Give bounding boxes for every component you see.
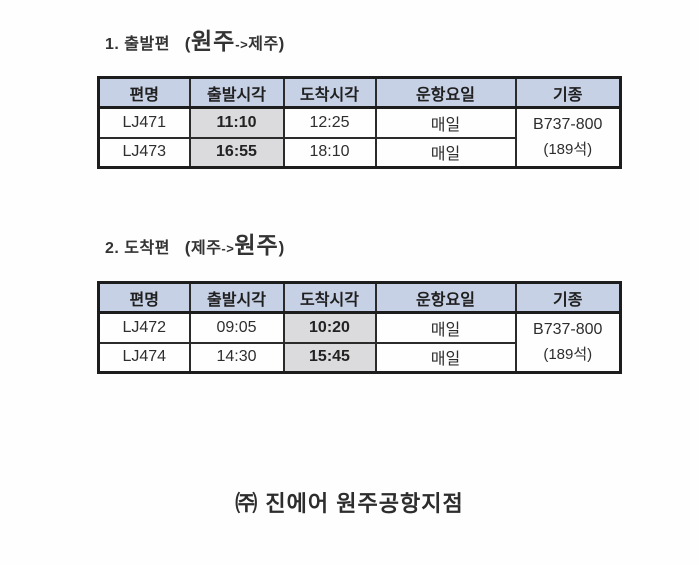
operating-days-cell: 매일 (374, 341, 517, 374)
route-arrow: -> (221, 241, 235, 256)
table-row: LJ471 11:10 12:25 매일 B737-800 (189석) (97, 106, 622, 169)
departure-time-cell: 16:55 (188, 136, 285, 169)
departure-time-cell: 11:10 (188, 106, 285, 139)
company-branch-footer: ㈜ 진에어 원주공항지점 (235, 491, 464, 516)
arrival-route-destination: 원주 (234, 232, 279, 258)
arrival-schedule-table: 편명 출발시각 도착시각 운항요일 기종 LJ472 09:05 10:20 매… (97, 281, 622, 374)
column-header-arrival-time: 도착시각 (282, 281, 377, 314)
arrival-time-cell: 18:10 (282, 136, 377, 169)
aircraft-seats: (189석) (543, 346, 593, 364)
arrival-time-cell: 10:20 (282, 311, 377, 344)
route-close-paren: ) (278, 34, 285, 53)
operating-days-cell: 매일 (374, 311, 517, 344)
flight-number-cell: LJ473 (97, 136, 191, 169)
route-open-paren: ( (184, 238, 191, 257)
table-row: LJ472 09:05 10:20 매일 B737-800 (189석) (97, 311, 622, 374)
flight-number-cell: LJ474 (97, 341, 191, 374)
column-header-departure-time: 출발시각 (188, 76, 285, 109)
column-header-operating-days: 운항요일 (374, 76, 517, 109)
departure-route-origin: 원주 (190, 28, 236, 54)
column-header-aircraft: 기종 (514, 281, 622, 314)
column-header-operating-days: 운항요일 (374, 281, 517, 314)
table-header-row: 편명 출발시각 도착시각 운항요일 기종 (97, 76, 622, 109)
column-header-aircraft: 기종 (514, 76, 622, 109)
aircraft-model: B737-800 (533, 321, 603, 339)
route-close-paren: ) (278, 238, 285, 257)
route-open-paren: ( (184, 34, 191, 53)
departure-route-destination: 제주 (248, 36, 279, 53)
departure-section-label: 1. 출발편 (105, 36, 170, 53)
route-arrow: -> (235, 37, 249, 52)
aircraft-seats: (189석) (543, 141, 593, 159)
arrival-route-origin: 제주 (190, 240, 222, 257)
aircraft-model: B737-800 (533, 116, 603, 134)
arrival-section-label: 2. 도착편 (105, 240, 170, 257)
aircraft-cell: B737-800 (189석) (514, 311, 622, 374)
departure-section-heading: 1. 출발편 (원주->제주) (105, 22, 285, 56)
column-header-departure-time: 출발시각 (188, 281, 285, 314)
arrival-time-cell: 12:25 (282, 106, 377, 139)
departure-time-cell: 09:05 (188, 311, 285, 344)
operating-days-cell: 매일 (374, 106, 517, 139)
operating-days-cell: 매일 (374, 136, 517, 169)
table-row: LJ473 16:55 18:10 매일 (97, 136, 621, 169)
flight-number-cell: LJ471 (97, 106, 191, 139)
departure-schedule-table: 편명 출발시각 도착시각 운항요일 기종 LJ471 11:10 12:25 매… (97, 76, 622, 169)
column-header-flight: 편명 (97, 76, 191, 109)
aircraft-cell: B737-800 (189석) (514, 106, 622, 169)
table-header-row: 편명 출발시각 도착시각 운항요일 기종 (97, 281, 622, 314)
arrival-section-heading: 2. 도착편 (제주->원주) (105, 226, 285, 260)
departure-time-cell: 14:30 (188, 341, 285, 374)
column-header-flight: 편명 (97, 281, 191, 314)
flight-number-cell: LJ472 (97, 311, 191, 344)
table-row: LJ474 14:30 15:45 매일 (97, 341, 621, 374)
column-header-arrival-time: 도착시각 (282, 76, 377, 109)
arrival-time-cell: 15:45 (282, 341, 377, 374)
